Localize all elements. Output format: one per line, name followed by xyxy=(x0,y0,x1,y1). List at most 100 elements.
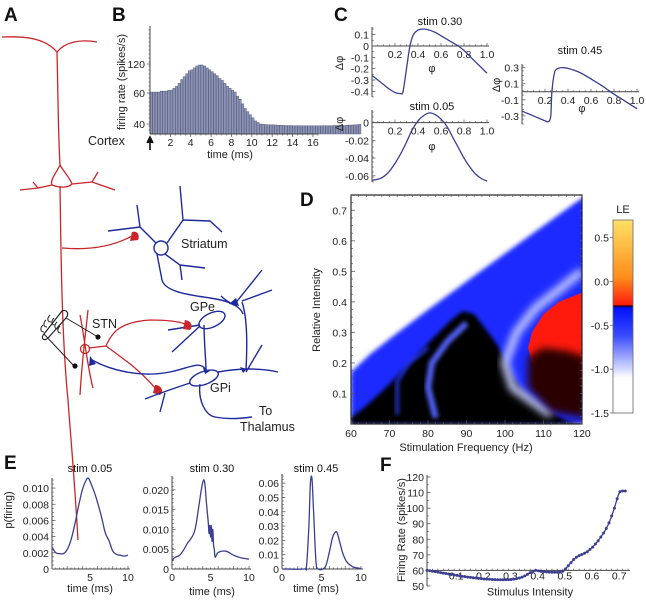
psth-bar xyxy=(172,87,176,135)
b-x-tick-label: 8 xyxy=(229,137,235,149)
c2-curve xyxy=(371,112,488,182)
stn-gpe-synapse xyxy=(183,320,192,330)
e3-y-tick-label: 0.02 xyxy=(259,535,280,547)
panel-c-stim-030: 0.2 0.4 0.6 0.8 1.0 0.10-0.1-0.2-0.3-0.4 stim … xyxy=(334,16,494,98)
psth-bar xyxy=(165,90,168,135)
f-data-point xyxy=(531,569,535,573)
f-data-point xyxy=(612,506,616,510)
stimulus-arrow-icon xyxy=(146,135,154,150)
f-data-point xyxy=(610,514,614,518)
f-data-point xyxy=(555,570,559,574)
psth-bar xyxy=(340,125,344,135)
c3-y-tick-label: 0.3 xyxy=(504,63,519,75)
f-data-point xyxy=(441,571,445,575)
psth-bar xyxy=(162,90,166,135)
cortex-striatum-synapse xyxy=(130,231,139,241)
e2-y-tick-label: 0.010 xyxy=(143,524,169,536)
c3-x-tick-label: 0.4 xyxy=(561,95,576,107)
psth-bar xyxy=(322,125,326,135)
f-data-point xyxy=(566,564,570,568)
c2-x-tick-label: 0.2 xyxy=(388,126,403,138)
panel-c-stim-045: 0.2 0.4 0.6 0.8 1.0 0.3 0.1 -0.1 -0.3 stim 0.45 φ Δ… xyxy=(491,45,645,125)
f-data-point xyxy=(471,576,475,580)
d-x-tick-label: 120 xyxy=(573,428,591,440)
f-data-point xyxy=(547,570,551,574)
c1-y-tick-label: -0.2 xyxy=(351,64,369,76)
panel-d-heatmap: 60 70 80 90 100 110 120 0.1 0.2 0.3 0.4 0.5 0.6 0.7 S… xyxy=(311,194,634,454)
f-y-tick-label: 110 xyxy=(407,488,424,500)
gpi-neuron: GPi To Thalamus xyxy=(144,344,295,434)
psth-bar xyxy=(261,124,265,135)
c3-title: stim 0.45 xyxy=(558,45,603,57)
b-x-tick-label: 14 xyxy=(287,137,299,149)
e3-y-tick-label: 0 xyxy=(273,564,279,576)
f-data-point xyxy=(604,526,608,530)
f-data-point xyxy=(428,569,432,573)
psth-bar xyxy=(330,125,334,135)
panel-e-stim-045: 0 5 10 0 0.01 0.02 0.03 0.04 0.05 0.06 stim 0.45 ti… xyxy=(259,463,367,595)
psth-bar xyxy=(256,122,260,135)
label-striatum: Striatum xyxy=(181,237,228,251)
f-data-point xyxy=(526,572,529,576)
e3-curve xyxy=(281,475,362,571)
e2-title: stim 0.30 xyxy=(190,463,235,475)
colorbar-tick-label: 0.5 xyxy=(594,233,609,245)
label-thalamus: Thalamus xyxy=(240,420,295,434)
psth-bar xyxy=(154,91,158,135)
cortex-soma xyxy=(50,163,73,188)
c3-y-tick-label: -0.1 xyxy=(501,95,519,107)
f-y-tick-label: 50 xyxy=(412,581,424,593)
psth-bar xyxy=(307,125,311,135)
f-data-point xyxy=(596,539,600,543)
e1-y-tick-label: 0.008 xyxy=(23,499,49,511)
f-data-point xyxy=(588,547,592,551)
electrode-contact-2 xyxy=(72,363,78,369)
c1-x-tick-label: 0.4 xyxy=(411,49,426,61)
heatmap-image xyxy=(351,195,582,424)
d-y-tick-label: 0.6 xyxy=(332,236,347,248)
f-data-point xyxy=(550,570,554,574)
b-x-tick-label: 10 xyxy=(246,137,258,149)
d-xlabel: Stimulation Frequency (Hz) xyxy=(399,442,532,454)
f-data-point xyxy=(539,569,543,573)
panel-letter-e: E xyxy=(4,453,17,474)
e1-title: stim 0.05 xyxy=(68,463,113,475)
psth-bar xyxy=(269,124,273,135)
f-data-point xyxy=(436,570,440,574)
panel-e-stim-005: 5 10 0 0.002 0.004 0.006 0.008 0.010 stim 0.05 ti… xyxy=(3,463,134,595)
psth-bar xyxy=(188,70,191,135)
f-data-point xyxy=(574,555,578,559)
heatmap-dark-red-region xyxy=(528,347,582,418)
psth-bar xyxy=(226,86,229,135)
f-data-point xyxy=(463,575,467,579)
psth-bar xyxy=(198,64,201,135)
f-data-point xyxy=(580,553,584,557)
psth-bar xyxy=(193,67,196,135)
psth-bar xyxy=(160,90,163,135)
f-data-point xyxy=(466,575,470,579)
f-x-tick-label: 0.6 xyxy=(585,570,600,582)
f-y-tick-label: 120 xyxy=(406,472,424,484)
f-data-point xyxy=(479,577,483,581)
b-y-tick-label: 120 xyxy=(127,59,145,71)
f-data-point xyxy=(496,578,500,582)
psth-bar xyxy=(315,125,318,135)
f-data-point xyxy=(509,577,513,581)
c3-y-tick-label: 0.1 xyxy=(504,79,519,91)
f-data-point xyxy=(460,574,464,578)
psth-bar xyxy=(180,79,183,135)
psth-bar xyxy=(231,89,234,135)
e3-x-tick-label: 0 xyxy=(279,572,285,584)
e1-y-tick-label: 0.010 xyxy=(23,483,49,495)
c3-x-tick-label: 1.0 xyxy=(630,95,645,107)
e3-x-tick-label: 10 xyxy=(355,572,367,584)
cortex-neuron: Cortex xyxy=(1,36,139,541)
panel-letter-c: C xyxy=(334,5,348,26)
f-data-point xyxy=(425,568,429,572)
c3-x-tick-label: 0.8 xyxy=(607,95,622,107)
d-y-tick-label: 0.5 xyxy=(332,266,347,278)
f-data-point xyxy=(534,568,538,572)
gpe-gpi-synapse-1 xyxy=(203,368,210,374)
c2-y-tick-label: 0 xyxy=(363,118,369,130)
d-x-tick-label: 80 xyxy=(422,428,434,440)
